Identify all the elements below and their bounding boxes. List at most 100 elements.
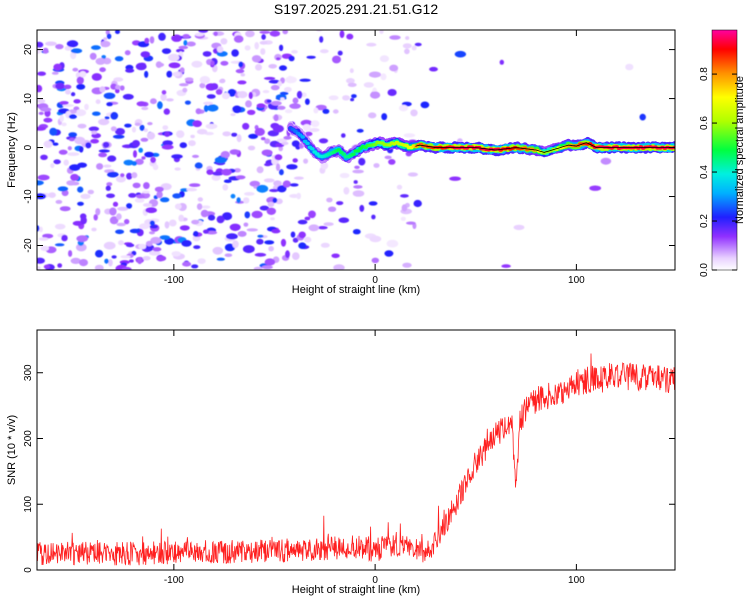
y-tick-label: 300: [23, 364, 34, 381]
noise-blob: [136, 194, 145, 199]
noise-blob: [389, 35, 401, 40]
noise-blob: [322, 108, 330, 114]
noise-blob: [48, 192, 56, 199]
noise-blob: [122, 93, 134, 100]
noise-blob: [267, 201, 275, 207]
noise-blob: [388, 159, 396, 165]
noise-blob: [67, 152, 80, 157]
noise-blob: [95, 57, 106, 65]
noise-blob: [112, 134, 125, 139]
y-tick-label: -20: [23, 238, 34, 253]
spectrogram-y-axis: -20 -10 0 10 20: [23, 44, 675, 253]
noise-blob: [106, 102, 113, 107]
noise-blob: [254, 252, 267, 257]
noise-blob: [281, 141, 289, 146]
noise-blob: [76, 83, 86, 90]
noise-blob: [120, 255, 131, 259]
noise-blob: [304, 131, 313, 137]
noise-blob: [206, 169, 214, 175]
noise-blob: [77, 201, 84, 206]
noise-blob: [126, 172, 133, 180]
noise-blob: [109, 216, 119, 225]
noise-blob: [160, 197, 170, 203]
noise-blob: [176, 130, 185, 139]
noise-blob: [37, 47, 42, 54]
noise-blob: [37, 225, 40, 232]
noise-blob: [84, 103, 89, 111]
colorbar-gradient: [711, 29, 738, 271]
noise-blob: [179, 142, 187, 149]
noise-blob: [79, 259, 88, 267]
noise-blob: [277, 105, 286, 110]
noise-blob: [328, 206, 337, 212]
noise-blob: [110, 112, 119, 120]
noise-blob: [296, 90, 303, 99]
noise-blob: [224, 253, 233, 257]
noise-blob: [298, 231, 306, 239]
noise-blob: [308, 210, 316, 219]
noise-blob: [222, 184, 229, 191]
noise-blob: [61, 234, 68, 242]
noise-blob: [300, 92, 307, 98]
noise-blob: [37, 180, 44, 186]
noise-blob: [61, 122, 67, 127]
noise-blob: [254, 127, 265, 136]
noise-blob: [402, 262, 412, 268]
colorbar-axis: 0.0 0.2 0.4 0.6 0.8: [699, 67, 737, 277]
noise-blob: [333, 264, 345, 270]
colorbar-tick-label: 0.4: [699, 165, 710, 179]
noise-blob: [454, 50, 467, 58]
noise-blob: [38, 226, 43, 233]
noise-blob: [66, 180, 76, 186]
noise-blob: [128, 193, 137, 198]
noise-blob: [381, 113, 388, 121]
noise-blob: [359, 204, 365, 212]
noise-blob: [346, 33, 354, 40]
noise-blob: [268, 79, 281, 84]
noise-blob: [140, 51, 151, 58]
noise-blob: [351, 94, 357, 99]
noise-blob: [109, 207, 117, 216]
noise-blob: [289, 183, 299, 187]
noise-blob: [90, 138, 99, 144]
y-tick-label: 20: [23, 44, 34, 56]
noise-blob: [289, 103, 301, 109]
noise-blob: [43, 264, 51, 269]
noise-blob: [261, 34, 266, 40]
noise-blob: [193, 231, 199, 237]
noise-blob: [168, 53, 180, 62]
noise-blob: [203, 101, 214, 105]
signal-track-segment: [300, 135, 306, 139]
noise-blob: [74, 136, 86, 145]
noise-blob: [337, 50, 343, 56]
noise-blob: [193, 245, 201, 250]
noise-blob: [184, 100, 191, 105]
noise-blob: [275, 94, 287, 99]
noise-blob: [222, 131, 231, 137]
noise-blob: [499, 59, 504, 65]
noise-blob: [168, 62, 181, 69]
noise-blob: [331, 253, 340, 259]
noise-blob: [308, 224, 320, 232]
noise-blob: [304, 236, 312, 243]
noise-blob: [178, 45, 189, 50]
noise-blob: [285, 76, 297, 84]
noise-blob: [161, 48, 172, 54]
noise-blob: [261, 149, 273, 156]
noise-blob: [37, 126, 46, 131]
noise-blob: [50, 163, 55, 169]
noise-blob: [37, 84, 43, 93]
noise-blob: [150, 156, 156, 164]
noise-blob: [212, 171, 224, 176]
noise-blob: [45, 41, 57, 46]
noise-blob: [323, 222, 334, 227]
noise-blob: [42, 233, 54, 239]
noise-blob: [251, 55, 262, 63]
noise-blob: [53, 159, 61, 165]
figure-title: S197.2025.291.21.51.G12: [274, 1, 438, 17]
noise-blob: [91, 73, 102, 81]
noise-blob: [313, 107, 319, 114]
noise-blob: [68, 250, 73, 257]
colorbar-tick-label: 0.8: [699, 67, 710, 81]
noise-blob: [196, 128, 208, 135]
